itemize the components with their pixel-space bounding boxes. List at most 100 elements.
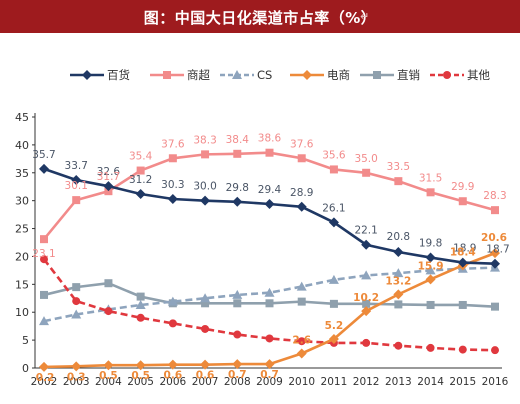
series-3-point-10 — [361, 306, 372, 317]
series-4-point-12 — [426, 300, 435, 309]
data-label-3-7: 0.7 — [260, 369, 279, 381]
y-tick-label-5: 5 — [22, 334, 29, 347]
data-label-3-9: 5.2 — [325, 320, 344, 332]
data-label-1-13: 29.9 — [451, 181, 474, 193]
series-0-point-2 — [103, 181, 114, 192]
data-label-3-8: 2.6 — [292, 334, 311, 346]
y-tick-label-10: 10 — [15, 306, 29, 319]
series-2-point-4 — [167, 296, 178, 306]
data-label-1-10: 35.0 — [354, 153, 377, 165]
series-3-point-3 — [135, 360, 146, 371]
series-0-point-7 — [264, 199, 275, 210]
series-1-point-6 — [233, 149, 242, 158]
data-label-0-5: 30.0 — [193, 181, 216, 193]
legend-marker-2 — [232, 70, 242, 79]
data-label-3-5: 0.6 — [196, 370, 215, 382]
series-4-point-3 — [136, 292, 145, 301]
series-5-point-1 — [72, 297, 81, 306]
series-3-point-6 — [232, 359, 243, 370]
x-tick-label-2013: 2013 — [385, 376, 412, 388]
series-0-point-13 — [457, 257, 468, 268]
x-tick-label-2012: 2012 — [353, 376, 380, 388]
data-label-1-12: 31.5 — [419, 172, 442, 184]
data-label-1-7: 38.6 — [258, 133, 282, 145]
data-label-1-4: 37.6 — [161, 138, 185, 150]
series-0-point-3 — [135, 188, 146, 199]
series-4-point-9 — [329, 299, 338, 308]
chart-title: 图：中国大日化渠道市占率（%） — [143, 9, 377, 27]
series-2-point-0 — [39, 316, 49, 326]
axes: 0 5 10 15 20 25 30 35 40 45 2002 2003 2004 2005 2006 20… — [15, 111, 509, 388]
data-label-0-9: 26.1 — [322, 202, 345, 214]
series-5-point-2 — [104, 307, 113, 316]
data-labels: 35.7 33.7 32.6 31.2 30.3 30.0 29.8 29.4 28.9 26.1… — [32, 133, 509, 384]
series-3-point-8 — [296, 348, 307, 359]
y-tick-label-35: 35 — [15, 167, 29, 180]
legend-label-0: 百货 — [107, 68, 130, 82]
x-tick-label-2007: 2007 — [192, 376, 219, 388]
line-chart: 百货 商超 CS 电商 直销 其他 0 5 10 15 20 25 30 35 40 45 2002 2003 2… — [15, 68, 510, 388]
data-label-0-11: 20.8 — [387, 231, 410, 243]
x-tick-label-2011: 2011 — [321, 376, 348, 388]
series-0-point-1 — [71, 175, 82, 186]
legend-marker-3 — [302, 70, 312, 80]
series-4-point-7 — [265, 299, 274, 308]
legend-label-4: 直销 — [397, 68, 420, 82]
series-4-point-13 — [458, 300, 467, 309]
data-label-1-0: 23.1 — [32, 248, 55, 260]
series-3-point-11 — [393, 289, 404, 300]
paragraph-mark: ↵ — [360, 11, 370, 23]
data-label-1-2: 31.7 — [97, 171, 120, 183]
data-label-1-9: 35.6 — [322, 149, 346, 161]
series-4-point-6 — [233, 299, 242, 308]
data-label-0-0: 35.7 — [32, 149, 55, 161]
data-label-0-3: 31.2 — [129, 174, 152, 186]
series-4-point-2 — [104, 279, 113, 288]
data-label-3-3: 0.5 — [131, 370, 150, 382]
data-label-1-14: 28.3 — [483, 190, 506, 202]
series-2-point-8 — [296, 281, 307, 291]
series-0-point-9 — [328, 217, 339, 228]
data-label-1-3: 35.4 — [129, 151, 153, 163]
series-0-point-5 — [200, 195, 211, 206]
series-0-point-0 — [39, 163, 49, 174]
data-label-3-12: 15.9 — [418, 260, 444, 272]
x-tick-label-2009: 2009 — [256, 376, 283, 388]
y-tick-label-15: 15 — [15, 278, 29, 291]
x-tick-label-2004: 2004 — [95, 376, 122, 388]
data-label-0-10: 22.1 — [354, 225, 377, 237]
x-tick-label-2002: 2002 — [31, 376, 58, 388]
data-label-0-1: 33.7 — [65, 160, 88, 172]
data-label-0-7: 29.4 — [258, 184, 282, 196]
series-3-point-2 — [103, 360, 114, 371]
x-tick-label-2005: 2005 — [127, 376, 154, 388]
series-5-point-8 — [297, 337, 306, 346]
series-4-point-8 — [297, 297, 306, 306]
data-label-0-4: 30.3 — [161, 179, 184, 191]
legend-marker-0 — [82, 70, 92, 80]
x-tick-label-2003: 2003 — [63, 376, 90, 388]
series-5-point-13 — [458, 345, 467, 354]
legend-label-3: 电商 — [327, 68, 350, 82]
series-1-point-2 — [104, 187, 113, 196]
legend: 百货 商超 CS 电商 直销 其他 — [70, 68, 490, 82]
data-label-3-14: 20.6 — [481, 232, 507, 244]
series-4-point-10 — [362, 299, 371, 308]
series-3-point-1 — [71, 361, 82, 372]
series-2-point-11 — [393, 268, 404, 278]
data-label-1-8: 37.6 — [290, 138, 314, 150]
series-2-point-6 — [232, 289, 243, 299]
series-1-point-0 — [40, 235, 48, 244]
series-2-point-10 — [361, 270, 372, 280]
series-0-point-4 — [167, 193, 178, 204]
x-tick-label-2015: 2015 — [449, 376, 476, 388]
y-tick-label-40: 40 — [15, 139, 29, 152]
series-3-point-7 — [264, 359, 275, 370]
series-3-point-5 — [200, 359, 211, 370]
data-label-0-2: 32.6 — [97, 166, 121, 178]
data-label-1-6: 38.4 — [226, 134, 250, 146]
series-1-point-12 — [426, 188, 435, 197]
series-4-point-0 — [40, 290, 48, 299]
legend-marker-1 — [163, 71, 171, 79]
series-3-point-9 — [328, 333, 339, 344]
